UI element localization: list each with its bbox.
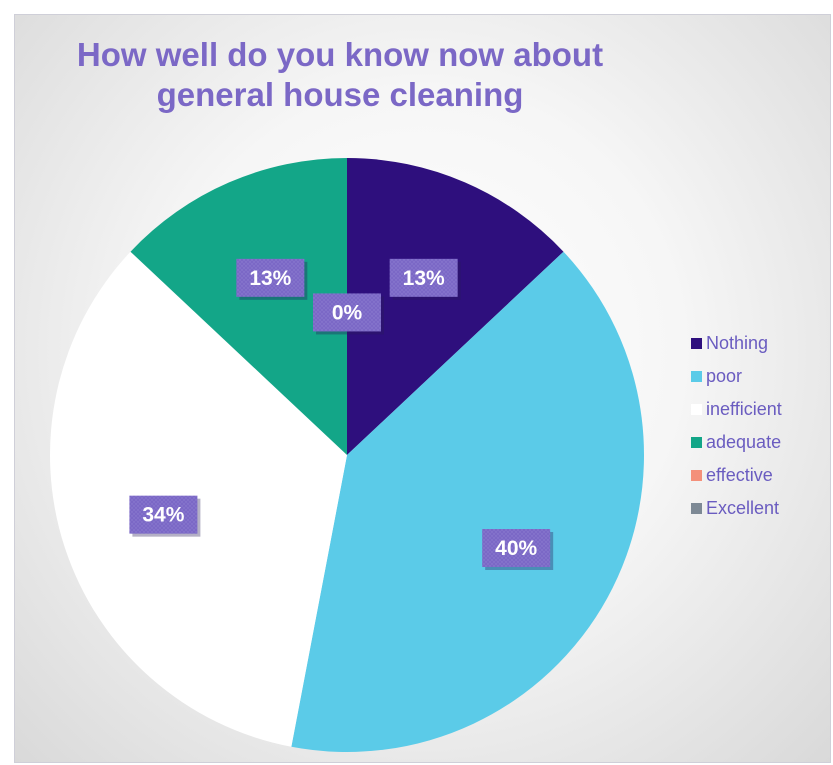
pie-slice-inefficient bbox=[49, 251, 347, 747]
data-label-text: 13% bbox=[403, 267, 445, 290]
legend-label: effective bbox=[706, 465, 773, 485]
legend-label: inefficient bbox=[706, 399, 782, 419]
legend-label: Nothing bbox=[706, 333, 769, 353]
data-label-nothing: 13% bbox=[389, 258, 461, 300]
data-label-adequate: 13% bbox=[236, 258, 308, 300]
pie-slice-adequate bbox=[130, 158, 347, 455]
pie-slice-nothing bbox=[347, 158, 564, 455]
legend-label: adequate bbox=[706, 432, 782, 452]
chart-title: How well do you know now about general h… bbox=[15, 35, 665, 115]
legend-label: Excellent bbox=[706, 498, 780, 518]
legend-swatch bbox=[691, 470, 702, 481]
legend-swatch bbox=[691, 338, 702, 349]
data-label-text: 34% bbox=[142, 504, 184, 527]
data-label-poor: 40% bbox=[482, 529, 554, 571]
pie-data-labels: 13% 40% 34% 13% 0% bbox=[129, 258, 554, 571]
pie-chart: 13% 40% 34% 13% 0% bbox=[49, 158, 644, 752]
data-label-text: 0% bbox=[332, 301, 363, 324]
legend-swatch bbox=[691, 437, 702, 448]
legend-item-inefficient: inefficient bbox=[691, 393, 782, 426]
legend-item-excellent: Excellent bbox=[691, 492, 782, 525]
data-label-text: 40% bbox=[495, 537, 537, 560]
legend-swatch bbox=[691, 371, 702, 382]
data-label-text: 13% bbox=[249, 267, 291, 290]
legend: Nothing poor inefficient adequate effective E… bbox=[691, 327, 782, 525]
data-label-inefficient: 34% bbox=[129, 495, 201, 537]
pie-slice-poor bbox=[291, 251, 644, 752]
pie-slices bbox=[49, 158, 644, 752]
legend-item-effective: effective bbox=[691, 459, 782, 492]
legend-item-poor: poor bbox=[691, 360, 782, 393]
data-label-box bbox=[389, 258, 458, 297]
legend-item-adequate: adequate bbox=[691, 426, 782, 459]
legend-item-nothing: Nothing bbox=[691, 327, 782, 360]
data-label-box bbox=[129, 495, 198, 534]
chart-title-line-1: How well do you know now about bbox=[76, 36, 604, 73]
chart-area: How well do you know now about general h… bbox=[14, 14, 831, 763]
data-label-box bbox=[313, 293, 381, 332]
legend-label: poor bbox=[706, 366, 743, 386]
legend-swatch bbox=[691, 503, 702, 514]
legend-swatch bbox=[691, 404, 702, 415]
chart-title-line-2: general house cleaning bbox=[156, 76, 524, 113]
data-label-box bbox=[236, 258, 305, 297]
data-label-box bbox=[482, 529, 551, 568]
data-label-effective: 0% bbox=[313, 293, 384, 335]
